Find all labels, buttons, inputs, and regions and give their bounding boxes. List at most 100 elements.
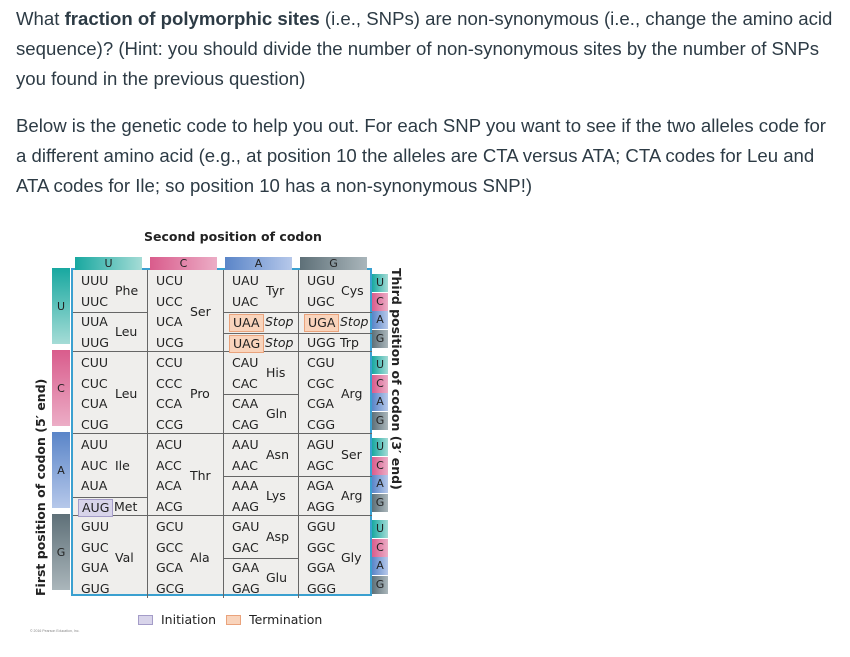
third-position-c: C [372, 538, 388, 557]
codon-agg: AGG [307, 498, 335, 514]
codon-cga: CGA [307, 396, 334, 411]
third-position-c: C [372, 292, 388, 311]
termination-swatch [226, 614, 242, 625]
codon-aac: AAC [232, 457, 258, 473]
codon-cgc: CGC [307, 375, 335, 391]
amino-acid-ala: Ala [190, 549, 210, 565]
third-position-a: A [372, 311, 388, 329]
codon-block-gg: GGU GGC GGA GGG Gly [299, 516, 372, 598]
codon-aua: AUA [81, 478, 108, 493]
codon-cau: CAU [232, 355, 259, 370]
codon-cca: CCA [156, 396, 183, 411]
codon-cac: CAC [232, 375, 258, 391]
codon-block-cc: CCU CCC CCA CCG Pro [148, 352, 224, 434]
amino-acid-his: His [266, 365, 286, 381]
question-text: (i.e., SNPs) are non-synonymous (i.e., c… [16, 8, 833, 89]
third-position-g: G [372, 575, 388, 594]
third-position-a: A [372, 475, 388, 493]
amino-acid-stop: Stop [265, 314, 294, 329]
codon-uac: UAC [232, 293, 259, 309]
amino-acid-lys: Lys [266, 488, 286, 504]
third-position-c: C [372, 456, 388, 475]
codon-block-gu: GUU GUC GUA GUG Val [73, 516, 148, 598]
amino-acid-trp: Trp [340, 334, 359, 350]
second-position-g: G [300, 257, 367, 270]
codon-auc: AUC [81, 457, 108, 473]
first-position-u: U [52, 268, 70, 344]
amino-acid-phe: Phe [115, 283, 139, 299]
codon-cua: CUA [81, 396, 108, 411]
third-position-g: G [372, 329, 388, 348]
codon-block-cu: CUU CUC CUA CUG Leu [73, 352, 148, 434]
codon-block-uu: UUU UUC UUA UUG Phe Leu [73, 270, 148, 352]
codon-ggu: GGU [307, 519, 336, 534]
codon-gac: GAC [232, 539, 259, 555]
first-position-a: A [52, 432, 70, 508]
codon-block-ag: AGU AGC AGA AGG Ser Arg [299, 434, 372, 516]
initiation-swatch [138, 614, 153, 625]
codon-gau: GAU [232, 519, 260, 534]
amino-acid-asn: Asn [266, 447, 289, 463]
codon-agc: AGC [307, 457, 334, 473]
third-position-c: C [372, 374, 388, 393]
copyright: © 2016 Pearson Education, Inc. [30, 629, 80, 633]
codon-block-ga: GAU GAC GAA GAG Asp Glu [224, 516, 299, 598]
question-emphasis: fraction of polymorphic sites [64, 8, 320, 29]
codon-ccg: CCG [156, 416, 184, 432]
codon-gug: GUG [81, 580, 110, 596]
codon-aau: AAU [232, 437, 259, 452]
codon-ugg: UGG [307, 334, 336, 350]
codon-block-ca: CAU CAC CAA CAG His Gln [224, 352, 299, 434]
amino-acid-ser: Ser [190, 303, 211, 319]
codon-agu: AGU [307, 437, 335, 452]
codon-ucg: UCG [156, 334, 184, 350]
codon-block-ac: ACU ACC ACA ACG Thr [148, 434, 224, 516]
amino-acid-stop: Stop [340, 314, 369, 329]
codon-ucu: UCU [156, 273, 184, 288]
group-divider [224, 558, 298, 559]
codon-cuc: CUC [81, 375, 108, 391]
codon-block-au: AUU AUC AUA AUG Ile Met [73, 434, 148, 517]
first-position-label: First position of codon (5′ end) [33, 378, 48, 596]
codon-guu: GUU [81, 519, 109, 534]
codon-ucc: UCC [156, 293, 183, 309]
group-divider [73, 312, 147, 313]
group-divider [73, 496, 147, 498]
codon-block-ua: UAU UAC UAA UAG Tyr Stop Stop [224, 270, 299, 353]
amino-acid-stop: Stop [265, 334, 294, 350]
group-divider [299, 332, 372, 334]
amino-acid-pro: Pro [190, 385, 210, 401]
amino-acid-ile: Ile [115, 457, 130, 473]
codon-uau: UAU [232, 273, 259, 288]
first-position-g: G [52, 514, 70, 590]
third-position-u: U [372, 438, 388, 456]
third-position-a: A [372, 393, 388, 411]
codon-gga: GGA [307, 560, 335, 575]
codon-uuu: UUU [81, 273, 109, 288]
codon-ccu: CCU [156, 355, 183, 370]
group-divider [299, 476, 372, 477]
codon-gag: GAG [232, 580, 260, 596]
codon-block-ug: UGU UGC UGA UGG Cys Stop Trp [299, 270, 372, 352]
codon-ggc: GGC [307, 539, 336, 555]
amino-acid-gly: Gly [341, 549, 362, 565]
codon-guc: GUC [81, 539, 109, 555]
codon-caa: CAA [232, 396, 259, 411]
amino-acid-met: Met [114, 498, 138, 514]
codon-cuu: CUU [81, 355, 109, 370]
amino-acid-glu: Glu [266, 570, 288, 586]
amino-acid-val: Val [115, 549, 134, 565]
group-divider [299, 312, 372, 313]
second-position-title: Second position of codon [144, 229, 322, 244]
codon-uua: UUA [81, 314, 108, 329]
amino-acid-cys: Cys [341, 283, 364, 299]
first-position-c: C [52, 350, 70, 426]
codon-uug: UUG [81, 334, 109, 350]
group-divider [224, 394, 298, 395]
codon-acu: ACU [156, 437, 183, 452]
question-text: What [16, 8, 65, 29]
codon-gcg: GCG [156, 580, 185, 596]
codon-cgu: CGU [307, 355, 335, 370]
codon-uga: UGA [304, 314, 340, 332]
